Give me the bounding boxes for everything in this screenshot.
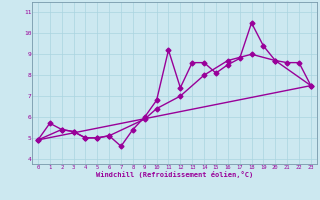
X-axis label: Windchill (Refroidissement éolien,°C): Windchill (Refroidissement éolien,°C) [96, 171, 253, 178]
